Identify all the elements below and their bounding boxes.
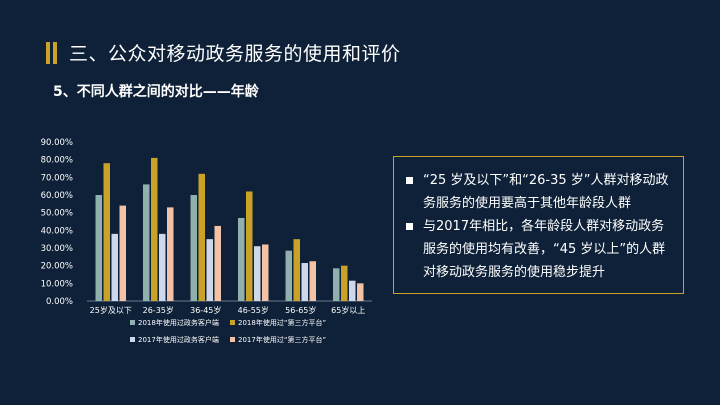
bar	[333, 268, 340, 301]
finding-item: 与2017年相比，各年龄段人群对移动政务服务的使用均有改善，“45 岁以上”的人…	[406, 215, 673, 284]
finding-item: “25 岁及以下”和“26-35 岁”人群对移动政务服务的使用要高于其他年龄段人…	[406, 169, 673, 215]
x-tick-label: 46-55岁	[238, 305, 269, 315]
bar	[309, 261, 316, 301]
y-tick-label: 30.00%	[41, 244, 73, 254]
bar	[254, 246, 261, 301]
y-tick-label: 0.00%	[46, 297, 73, 307]
bar	[119, 205, 126, 301]
page-title: 三、公众对移动政务服务的使用和评价	[69, 43, 401, 65]
y-tick-label: 80.00%	[41, 156, 73, 166]
bar	[238, 217, 245, 301]
legend-label: 2018年使用过“第三方平台”	[238, 318, 326, 327]
y-tick-label: 60.00%	[41, 191, 73, 201]
bar	[301, 263, 308, 301]
bar	[111, 233, 118, 301]
legend-swatch	[130, 337, 135, 342]
bar	[349, 280, 356, 301]
square-bullet-icon	[406, 177, 413, 184]
y-tick-label: 90.00%	[41, 138, 73, 148]
legend-swatch	[230, 320, 235, 325]
bar	[285, 250, 292, 301]
bar	[246, 191, 253, 301]
finding-text: 与2017年相比，各年龄段人群对移动政务服务的使用均有改善，“45 岁以上”的人…	[423, 219, 666, 280]
legend-swatch	[130, 320, 135, 325]
x-tick-label: 26-35岁	[143, 305, 174, 315]
square-bullet-icon	[406, 223, 413, 230]
bar	[206, 239, 213, 301]
bar	[95, 195, 102, 301]
bar	[143, 184, 150, 301]
x-tick-label: 65岁以上	[331, 305, 365, 315]
bar	[293, 239, 300, 301]
bar	[190, 195, 197, 301]
bar	[103, 163, 110, 301]
bar	[151, 157, 158, 301]
y-tick-label: 70.00%	[41, 173, 73, 183]
page-subtitle: 5、不同人群之间的对比——年龄	[53, 84, 259, 100]
legend-label: 2017年使用过“第三方平台”	[238, 335, 326, 344]
bar	[357, 283, 364, 301]
bar-chart: 0.00% 10.00% 20.00% 30.00% 40.00% 50.00% 60.00…	[41, 138, 372, 344]
x-tick-label: 25岁及以下	[90, 305, 132, 315]
y-tick-label: 10.00%	[41, 279, 73, 289]
bar	[262, 244, 269, 301]
legend-swatch	[230, 337, 235, 342]
bar	[167, 207, 174, 301]
x-tick-label: 56-65岁	[285, 305, 316, 315]
finding-text: “25 岁及以下”和“26-35 岁”人群对移动政务服务的使用要高于其他年龄段人…	[423, 173, 669, 211]
title-bar: 三、公众对移动政务服务的使用和评价	[46, 39, 401, 66]
bar	[341, 265, 348, 301]
y-tick-label: 50.00%	[41, 209, 73, 219]
findings-box: “25 岁及以下”和“26-35 岁”人群对移动政务服务的使用要高于其他年龄段人…	[393, 156, 684, 294]
bar	[159, 233, 166, 301]
legend-label: 2018年使用过政务客户端	[138, 318, 219, 327]
bar	[198, 173, 205, 301]
y-tick-label: 40.00%	[41, 226, 73, 236]
x-tick-label: 36-45岁	[190, 305, 221, 315]
bar	[214, 225, 221, 301]
y-tick-label: 20.00%	[41, 262, 73, 272]
title-accent-bar	[46, 41, 50, 64]
title-accent-bar	[53, 41, 57, 64]
legend-label: 2017年使用过政务客户端	[138, 335, 219, 344]
